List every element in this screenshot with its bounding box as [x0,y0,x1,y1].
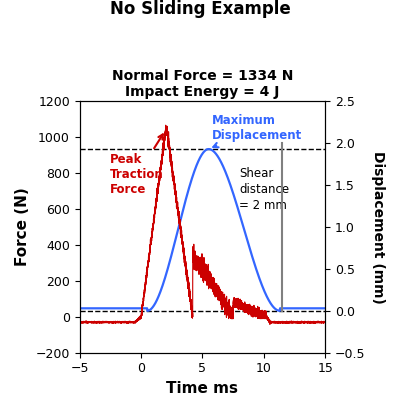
X-axis label: Time ms: Time ms [166,381,238,396]
Title: Normal Force = 1334 N
Impact Energy = 4 J: Normal Force = 1334 N Impact Energy = 4 … [112,69,293,99]
Text: Peak
Traction
Force: Peak Traction Force [110,134,164,196]
Y-axis label: Displacement (mm): Displacement (mm) [371,150,385,303]
Y-axis label: Force (N): Force (N) [15,188,30,266]
Text: No Sliding Example: No Sliding Example [110,0,290,18]
Text: Shear
distance
= 2 mm: Shear distance = 2 mm [239,167,290,212]
Text: Maximum
Displacement: Maximum Displacement [212,114,302,147]
